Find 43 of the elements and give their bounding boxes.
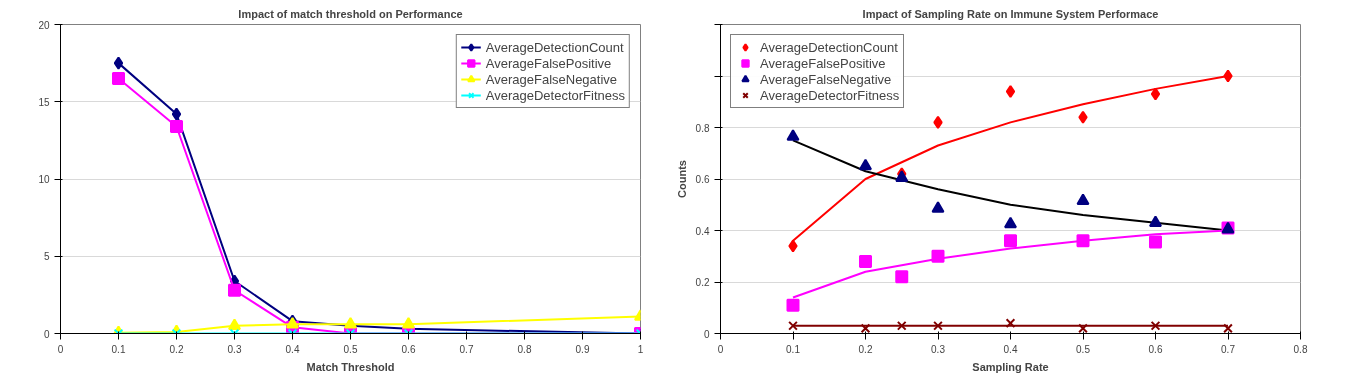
y-axis-title: Counts xyxy=(675,160,688,198)
y-tick-label: 0.6 xyxy=(695,174,710,185)
x-tick-label: 0.8 xyxy=(517,343,532,355)
x-axis-title: Match Threshold xyxy=(306,360,395,373)
y-tick-label: 0 xyxy=(43,328,50,340)
y-tick-label: 0 xyxy=(703,328,710,340)
legend-label: AverageFalsePositive xyxy=(485,55,612,71)
x-tick-label: 1 xyxy=(637,343,644,355)
x-tick-label: 0.2 xyxy=(858,343,873,355)
x-tick-label: 0.3 xyxy=(931,343,946,355)
y-tick-label: 20 xyxy=(38,19,50,31)
x-tick-label: 0.6 xyxy=(1148,343,1163,355)
legend-label: AverageDetectorFitness xyxy=(760,87,900,103)
x-tick-label: 0.7 xyxy=(459,343,474,355)
legend-label: AverageDetectionCount xyxy=(485,39,624,55)
x-tick-label: 0.7 xyxy=(1221,343,1236,355)
x-tick-label: 0.5 xyxy=(343,343,358,355)
y-tick-label: 15 xyxy=(38,96,50,108)
x-axis-title: Sampling Rate xyxy=(972,360,1049,373)
x-tick-label: 0.6 xyxy=(401,343,416,355)
x-tick-label: 0.1 xyxy=(111,343,126,355)
legend-label: AverageFalseNegative xyxy=(760,71,892,87)
x-tick-label: 0.3 xyxy=(227,343,242,355)
legend-label: AverageFalseNegative xyxy=(485,71,618,87)
y-tick-label: 0.4 xyxy=(695,225,710,237)
y-tick-label: 0.2 xyxy=(695,277,710,288)
x-tick-label: 0.8 xyxy=(1293,343,1308,355)
x-tick-label: 0 xyxy=(57,343,64,355)
x-tick-label: 0.2 xyxy=(169,343,184,355)
legend-label: AverageDetectionCount xyxy=(760,39,898,55)
x-tick-label: 0.9 xyxy=(575,343,590,355)
x-tick-label: 0.4 xyxy=(285,343,300,355)
y-tick-label: 5 xyxy=(43,251,50,263)
x-tick-label: 0.5 xyxy=(1076,343,1091,355)
x-tick-label: 0.1 xyxy=(786,343,801,355)
x-tick-label: 0 xyxy=(717,343,724,355)
y-tick-label: 10 xyxy=(38,174,50,185)
legend-label: AverageDetectorFitness xyxy=(485,87,625,103)
y-tick-label: 0.8 xyxy=(695,122,710,134)
chart-title: Impact of Sampling Rate on Immune System Performace xyxy=(862,7,1159,20)
x-tick-label: 0.4 xyxy=(1003,343,1018,355)
legend-label: AverageFalsePositive xyxy=(760,55,886,71)
chart-title: Impact of match threshold on Performance xyxy=(238,7,463,20)
